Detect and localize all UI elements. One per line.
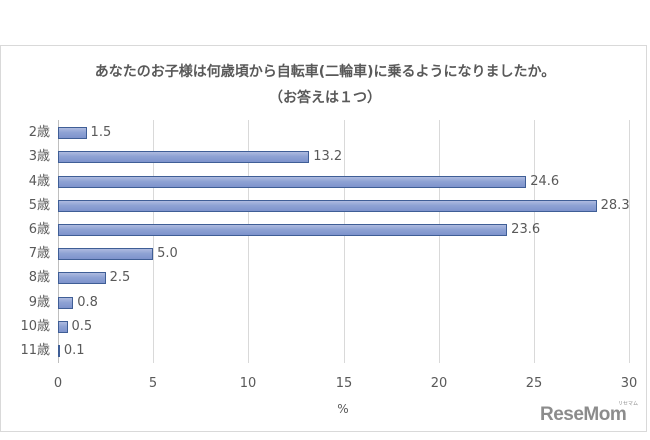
category-label: 5歳 xyxy=(28,197,50,213)
x-tick-label: 10 xyxy=(239,376,257,391)
resemom-logo: ReseMom xyxy=(540,404,627,425)
bar xyxy=(58,296,74,309)
gridline xyxy=(629,120,630,363)
value-label: 23.6 xyxy=(511,221,541,237)
category-label: 7歳 xyxy=(28,246,50,262)
resemom-logo-subtext: リセマム xyxy=(618,401,639,407)
bar xyxy=(58,127,87,140)
gridline xyxy=(534,120,535,363)
x-tick-label: 0 xyxy=(53,376,63,391)
x-axis-label: % xyxy=(337,402,349,416)
value-label: 5.0 xyxy=(157,246,178,262)
bar xyxy=(58,272,106,285)
bar xyxy=(58,248,154,261)
bar xyxy=(58,175,527,188)
category-label: 6歳 xyxy=(28,221,50,237)
category-label: 2歳 xyxy=(28,125,50,141)
bar xyxy=(58,199,597,212)
bar xyxy=(58,151,310,164)
gridline xyxy=(248,120,249,363)
x-tick-label: 15 xyxy=(335,376,353,391)
gridline xyxy=(344,120,345,363)
gridline xyxy=(153,120,154,363)
chart-frame xyxy=(0,45,647,432)
chart-subtitle: （お答えは１つ） xyxy=(269,90,381,106)
value-label: 0.1 xyxy=(63,342,85,358)
category-label: 10歳 xyxy=(20,318,50,334)
value-label: 13.2 xyxy=(313,149,343,165)
y-axis-line xyxy=(58,120,59,363)
category-label: 9歳 xyxy=(28,294,50,310)
value-label: 24.6 xyxy=(530,173,560,189)
value-label: 0.5 xyxy=(71,318,93,334)
category-label: 8歳 xyxy=(28,270,50,286)
category-label: 11歳 xyxy=(20,342,50,358)
chart-title: あなたのお子様は何歳頃から自転車(二輪車)に乗るようになりましたか。 xyxy=(94,64,556,80)
category-label: 3歳 xyxy=(28,149,50,165)
x-tick-label: 20 xyxy=(430,376,448,391)
bar xyxy=(58,344,60,357)
bar xyxy=(58,223,508,236)
x-tick-label: 5 xyxy=(148,376,158,391)
value-label: 1.5 xyxy=(90,125,112,141)
x-tick-label: 25 xyxy=(525,376,543,391)
value-label: 2.5 xyxy=(109,270,131,286)
value-label: 0.8 xyxy=(77,294,98,310)
category-label: 4歳 xyxy=(28,173,50,189)
gridline xyxy=(439,120,440,363)
x-tick-label: 30 xyxy=(620,376,638,391)
value-label: 28.3 xyxy=(600,197,630,213)
bar xyxy=(58,320,68,333)
